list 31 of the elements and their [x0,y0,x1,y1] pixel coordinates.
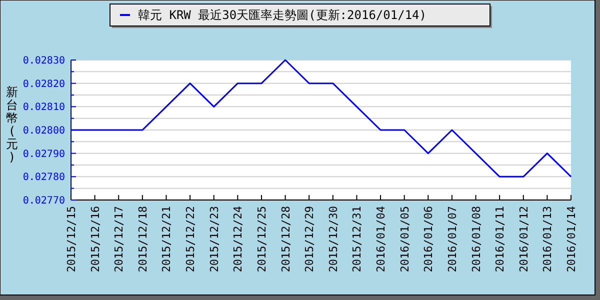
y-tick-label: 0.02780 [22,172,65,184]
x-tick-label: 2016/01/07 [446,206,459,272]
x-tick-label: 2015/12/16 [88,206,102,272]
y-tick-label: 0.02800 [22,126,65,136]
y-tick-label: 0.02810 [22,102,65,114]
x-tick-label: 2015/12/29 [303,206,316,272]
y-tick-label: 0.02770 [22,196,65,206]
x-tick-label: 2015/12/17 [112,206,126,272]
x-tick-label: 2015/12/21 [160,206,174,272]
y-tick-label: 0.02790 [22,148,65,160]
x-tick-label: 2015/12/28 [279,206,292,272]
x-tick-label: 2015/12/23 [208,206,221,272]
x-tick-label: 2016/01/08 [470,206,483,272]
y-tick-label: 0.02820 [22,78,65,90]
x-tick-label: 2016/01/04 [374,206,388,272]
x-tick-label: 2016/01/06 [422,206,436,272]
x-tick-label: 2015/12/30 [326,206,340,272]
y-tick-label: 0.02830 [22,56,65,66]
y-axis-title: 新台幣(元) [6,85,18,164]
x-tick-label: 2015/12/25 [255,206,268,272]
x-tick-label: 2016/01/05 [398,206,412,272]
x-tick-label: 2015/12/15 [65,206,78,272]
x-tick-label: 2015/12/31 [350,206,364,272]
x-tick-label: 2016/01/12 [517,206,530,272]
legend-label: 韓元 KRW 最近30天匯率走勢圖(更新:2016/01/14) [138,8,426,22]
x-tick-label: 2015/12/22 [184,206,198,272]
x-tick-label: 2015/12/18 [136,206,150,272]
x-tick-label: 2016/01/13 [541,206,554,272]
x-tick-label: 2016/01/11 [494,206,507,272]
x-tick-label: 2016/01/14 [565,206,578,272]
x-tick-label: 2015/12/24 [232,206,245,272]
